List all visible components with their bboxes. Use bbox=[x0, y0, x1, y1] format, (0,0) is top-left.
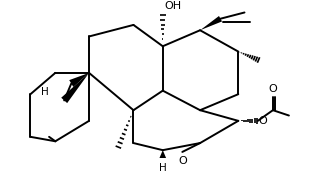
Text: OH: OH bbox=[165, 1, 182, 11]
Text: O: O bbox=[259, 116, 268, 126]
Text: H: H bbox=[159, 163, 167, 172]
Polygon shape bbox=[61, 73, 89, 103]
Text: O: O bbox=[178, 156, 187, 166]
Text: O: O bbox=[269, 84, 277, 94]
Text: H: H bbox=[41, 87, 49, 96]
Polygon shape bbox=[69, 73, 89, 87]
Polygon shape bbox=[159, 150, 166, 158]
Polygon shape bbox=[200, 16, 222, 30]
